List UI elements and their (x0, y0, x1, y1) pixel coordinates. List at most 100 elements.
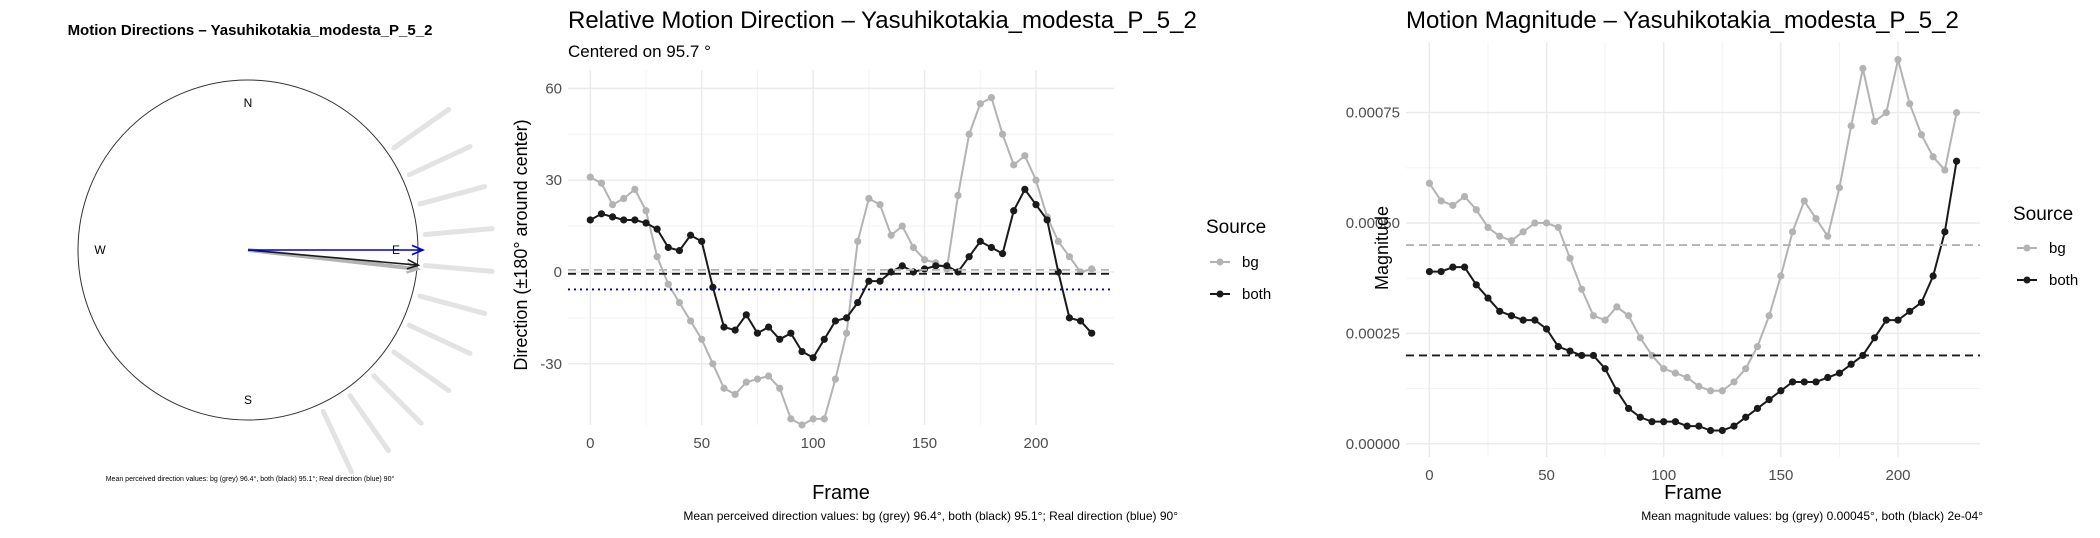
direction-series-bg-point (698, 335, 706, 343)
direction-caption: Mean perceived direction values: bg (gre… (683, 509, 1178, 523)
magnitude-series-bg-point (1636, 334, 1644, 342)
direction-series-both-point (608, 213, 617, 221)
direction-series-both-point (742, 311, 750, 319)
polar-title: Motion Directions – Yasuhikotakia_modest… (68, 22, 433, 39)
magnitude-series-both-point (1507, 312, 1516, 320)
magnitude-series-bg-point (1718, 387, 1726, 395)
direction-y-tick-label: 60 (545, 80, 562, 97)
direction-series-bg-line (589, 96, 1092, 427)
direction-series-both-point (932, 262, 940, 270)
direction-series-bg-point (787, 415, 795, 423)
direction-legend-both: both (1210, 286, 1271, 303)
magnitude-series-bg-point (1613, 303, 1621, 311)
magnitude-legend-both: both (2017, 272, 2078, 289)
direction-y-tick-label: -30 (540, 356, 562, 373)
magnitude-series-both-point (1636, 413, 1644, 421)
magnitude-series-bg-point (1671, 369, 1680, 377)
direction-series-both-point (720, 323, 728, 331)
direction-series-both-point (1021, 185, 1029, 193)
direction-series-both-point (731, 326, 739, 334)
magnitude-series-bg-point (1683, 373, 1691, 382)
magnitude-series-bg-point (1648, 351, 1656, 360)
sample-ray-5 (417, 293, 488, 316)
magnitude-series-both-point (1730, 422, 1738, 430)
magnitude-series-both-point (1624, 404, 1633, 413)
magnitude-series-both-point (1824, 373, 1832, 382)
direction-series-bg-point (920, 256, 929, 264)
direction-series-bg-point (675, 298, 684, 307)
magnitude-series-bg-point (1800, 197, 1808, 205)
magnitude-series-bg-point (1941, 166, 1949, 174)
magnitude-series-both-point (1671, 418, 1680, 426)
sample-ray-2 (417, 184, 488, 207)
magnitude-series-both-point (1601, 365, 1609, 373)
magnitude-series-bg-point (1601, 316, 1609, 324)
direction-series-both-point (1032, 201, 1040, 209)
direction-panel: Relative Motion Direction – Yasuhikotaki… (500, 0, 1300, 533)
direction-series-bg-point (842, 329, 851, 337)
direction-series-bg-point (742, 378, 750, 386)
direction-series-both-point (642, 219, 650, 227)
direction-series-both-point (787, 329, 795, 337)
magnitude-series-both-point (1765, 396, 1773, 404)
direction-series-bg-point (686, 317, 695, 325)
magnitude-series-both-point (1847, 360, 1855, 368)
magnitude-series-bg-point (1437, 197, 1445, 205)
direction-series-both-point (586, 216, 594, 224)
magnitude-series-bg-point (1695, 382, 1703, 390)
magnitude-series-both-point (1753, 404, 1762, 413)
direction-series-bg-point (753, 375, 762, 383)
direction-y-tick-label: 30 (545, 172, 562, 189)
direction-series-both-point (664, 243, 672, 252)
magnitude-y-tick-label: 0.00025 (1346, 325, 1400, 342)
direction-series-bg-point (898, 222, 906, 230)
direction-series-bg-point (820, 415, 828, 423)
direction-series-bg-point (1032, 176, 1040, 184)
magnitude-caption: Mean magnitude values: bg (grey) 0.00045… (1641, 509, 1983, 523)
direction-series-both-point (1088, 329, 1096, 337)
magnitude-series-bg-point (1578, 285, 1586, 293)
polar-chart: Motion Directions – Yasuhikotakia_modest… (68, 22, 495, 483)
magnitude-series-bg-point (1542, 219, 1551, 227)
direction-series-bg-point (854, 237, 862, 245)
direction-series-bg-point (664, 280, 672, 288)
magnitude-series-both-point (1531, 316, 1539, 324)
magnitude-series-bg-point (1496, 232, 1504, 240)
direction-series-both-point (865, 277, 873, 285)
magnitude-series-bg-line (1428, 59, 1958, 392)
direction-x-label: Frame (812, 482, 870, 504)
sample-ray-7 (391, 349, 452, 394)
direction-x-tick-label: 0 (586, 435, 594, 452)
magnitude-series-bg-point (1835, 184, 1844, 192)
direction-series-both-point (597, 210, 606, 218)
direction-series-bg-point (631, 185, 639, 193)
magnitude-series-bg-point (1882, 109, 1890, 117)
magnitude-series-both-point (1941, 228, 1949, 236)
direction-series-bg-point (1054, 237, 1062, 245)
direction-legend-title: Source (1206, 217, 1266, 238)
magnitude-series-both-point (1554, 343, 1562, 351)
magnitude-series-bg-point (1765, 312, 1773, 320)
magnitude-series-both-point (1425, 267, 1434, 276)
direction-series-bg-point (998, 130, 1007, 138)
magnitude-series-both-point (1648, 418, 1656, 426)
magnitude-x-tick-label: 150 (1768, 467, 1793, 484)
magnitude-series-both-point (1929, 272, 1937, 280)
direction-series-both-point (965, 253, 973, 261)
direction-series-bg-point (876, 201, 884, 209)
direction-series-bg-point (831, 375, 840, 383)
direction-series-both-point (898, 262, 906, 270)
magnitude-series-bg-point (1894, 56, 1902, 64)
magnitude-series-both-point (1718, 426, 1726, 435)
sample-ray-8 (371, 373, 424, 426)
direction-series-both-point (653, 225, 661, 233)
magnitude-x-tick-label: 200 (1885, 467, 1910, 484)
direction-series-bg-point (642, 207, 650, 215)
magnitude-series-both-point (1695, 422, 1703, 430)
direction-series-bg-point (776, 384, 784, 392)
direction-series-bg-point (709, 360, 717, 368)
magnitude-series-both-point (1742, 413, 1750, 421)
magnitude-series-bg-point (1519, 228, 1527, 236)
direction-series-both-point (686, 231, 695, 239)
sample-ray-4 (422, 263, 495, 274)
